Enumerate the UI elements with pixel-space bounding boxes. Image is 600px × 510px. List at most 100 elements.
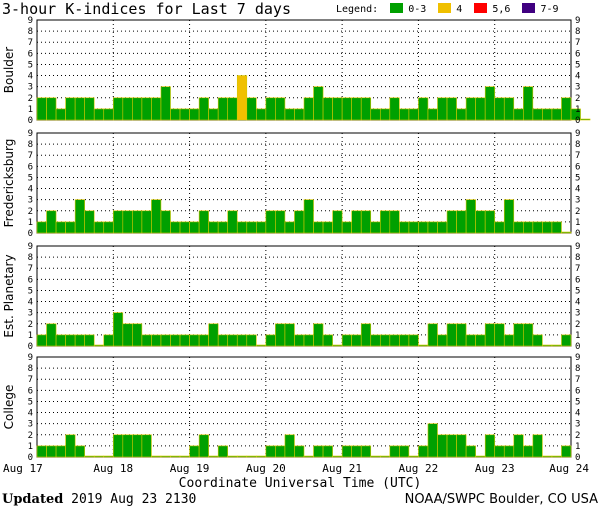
k-index-bar [332,344,343,347]
y-tick-label: 3 [28,196,33,206]
k-index-bar [465,199,476,234]
k-index-bar [446,97,457,121]
legend-label: Legend: [336,4,379,15]
k-index-bar [236,455,248,458]
k-index-bar [351,97,362,121]
k-index-bar [561,334,572,347]
k-index-bar [84,97,95,121]
k-index-bar [446,210,457,234]
k-index-bar [246,334,257,347]
k-index-bar [208,108,219,121]
k-index-bar [65,97,76,121]
k-index-bar [132,97,143,121]
k-index-bar [427,423,438,458]
k-index-bar [208,221,219,234]
k-index-bar [399,108,410,121]
legend: Legend: 0-3 4 5,6 7-9 [336,3,565,15]
k-index-bar [46,323,57,347]
y-tick-label-right: 1 [575,442,580,452]
k-index-bar [437,221,448,234]
k-index-bar [513,434,524,458]
k-index-bar [484,434,496,458]
k-index-bar [389,334,400,347]
k-index-bar [151,199,162,234]
k-index-bar [74,97,85,121]
y-tick-label-right: 7 [575,264,580,274]
panel-label: College [2,385,16,430]
y-tick-label: 7 [28,151,33,161]
y-tick-label-right: 6 [575,49,580,59]
k-index-bar [370,221,381,234]
y-tick-label: 0 [28,116,33,126]
updated-label: Updated [2,492,64,507]
y-tick-label-right: 3 [575,309,580,319]
y-tick-label: 9 [28,242,33,252]
y-tick-label: 1 [28,218,33,228]
y-tick-label-right: 3 [575,420,580,430]
k-index-bar [542,221,553,234]
y-tick-label: 9 [28,353,33,363]
k-index-bar [55,445,66,458]
k-index-bar [332,455,343,458]
k-index-bar [246,97,257,121]
credit-text: NOAA/SWPC Boulder, CO USA [404,492,598,507]
y-tick-label-right: 4 [575,298,580,308]
k-index-bar [217,97,229,121]
y-tick-label: 8 [28,140,33,150]
k-index-bar [465,334,476,347]
k-index-bar [256,455,267,458]
y-tick-label: 4 [28,72,33,82]
k-index-bar [141,334,152,347]
k-index-bar [227,97,238,121]
y-tick-label-right: 4 [575,409,580,419]
y-tick-label: 6 [28,49,33,59]
k-index-bar [523,445,534,458]
k-index-bar [427,323,438,347]
k-index-bar [55,221,66,234]
y-tick-label-right: 6 [575,386,580,396]
k-index-bar [189,334,200,347]
k-index-bar [46,210,57,234]
k-index-bar [341,97,352,121]
k-index-bar [542,455,553,458]
k-index-bar [341,221,352,234]
k-index-bar [360,210,372,234]
k-index-bar [198,334,209,347]
y-tick-label-right: 9 [575,16,580,26]
updated-stamp: Updated 2019 Aug 23 2130 [2,492,196,507]
y-tick-label-right: 6 [575,162,580,172]
k-index-bar [322,97,333,121]
y-tick-label-right: 7 [575,151,580,161]
y-tick-label: 7 [28,38,33,48]
k-index-bar [313,445,324,458]
y-tick-label: 2 [28,207,33,217]
k-index-bar [93,455,105,458]
k-index-bar [503,334,515,347]
k-index-bar [36,97,47,121]
k-index-bar [74,334,85,347]
y-tick-label-right: 2 [575,320,580,330]
k-index-bar [208,455,219,458]
y-tick-label: 5 [28,173,33,183]
y-tick-label: 1 [28,105,33,115]
legend-item-label: 7-9 [540,4,559,15]
y-tick-label-right: 1 [575,218,580,228]
y-tick-label: 4 [28,185,33,195]
legend-item-label: 4 [456,4,463,15]
k-index-bar [141,434,152,458]
k-index-bar [103,108,114,121]
y-tick-label-right: 5 [575,60,580,70]
y-tick-label: 2 [28,94,33,104]
k-index-bar [122,210,133,234]
legend-item-label: 0-3 [408,4,427,15]
k-index-bar [551,221,562,234]
k-index-bar [160,334,171,347]
legend-item-7-9: 7-9 [522,3,559,15]
k-index-bar [151,455,162,458]
k-index-bar [370,334,381,347]
k-index-bar [236,75,248,121]
k-index-bar [408,455,419,458]
k-index-bar [465,97,476,121]
k-index-bar [284,323,295,347]
k-index-bar [399,445,410,458]
